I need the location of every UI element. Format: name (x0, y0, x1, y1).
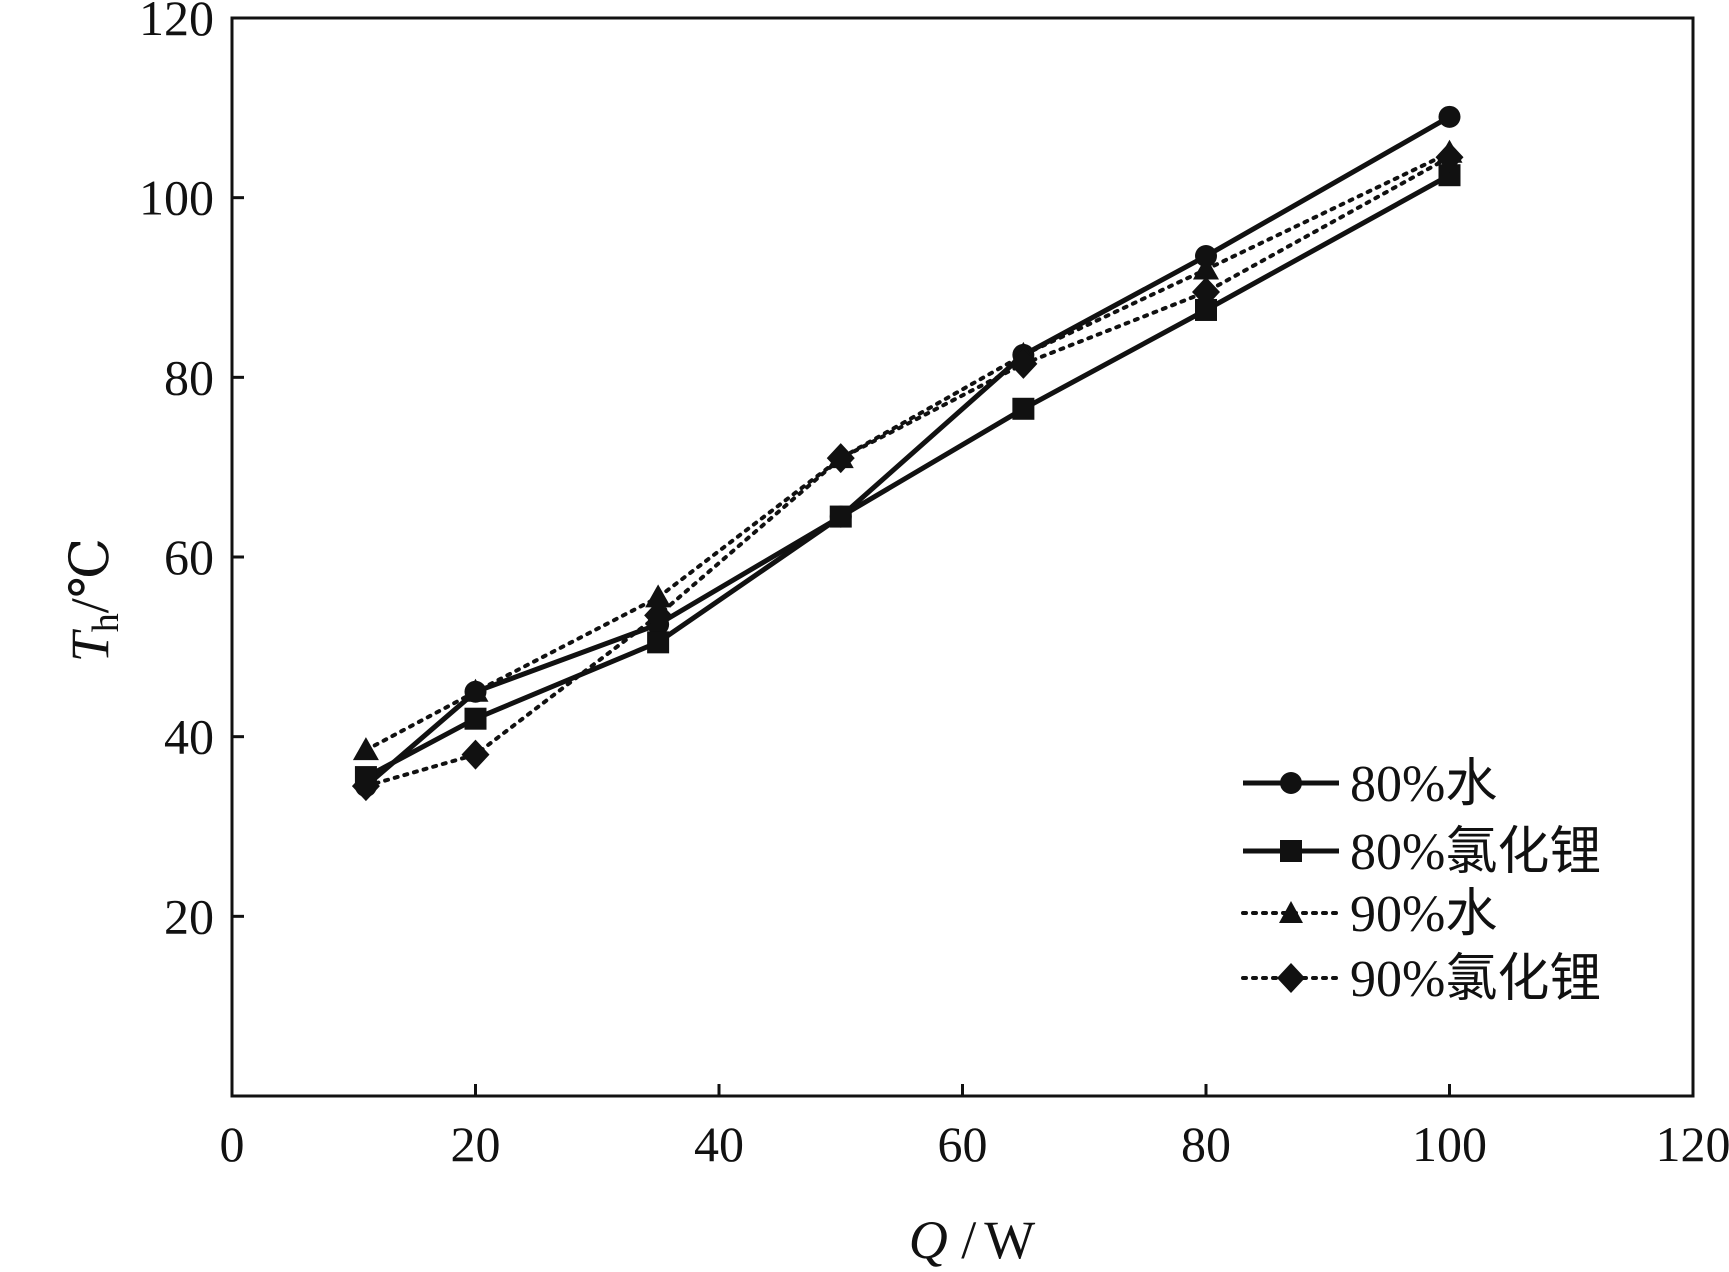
series-2 (354, 164, 1461, 789)
x-tick-label: 40 (694, 1116, 744, 1172)
data-point-circle (1438, 105, 1461, 128)
data-point-diamond (644, 600, 673, 631)
y-axis-variable: T (60, 628, 120, 662)
data-point-triangle (352, 737, 379, 761)
legend-label: 80%水 (1350, 756, 1497, 813)
data-point-square (1438, 164, 1461, 187)
legend-item-90-licl: 90%氯化锂 (1241, 951, 1601, 1008)
legend-item-90-water: 90%水 (1241, 886, 1497, 943)
data-point-square (1195, 298, 1217, 321)
x-tick-label: 80 (1181, 1116, 1231, 1172)
series-layer (351, 105, 1464, 802)
y-tick-label: 60 (164, 529, 214, 585)
series-line (363, 155, 1452, 789)
data-point-diamond (1009, 348, 1038, 379)
x-axis: 0 20 40 60 80 100 120 (220, 1084, 1729, 1172)
y-tick-label: 20 (164, 888, 214, 944)
data-point-triangle (645, 584, 672, 608)
series-line (363, 150, 1452, 753)
x-tick-label: 0 (220, 1116, 245, 1172)
x-axis-variable: Q (909, 1210, 948, 1270)
legend-item-80-water: 80%水 (1243, 756, 1497, 813)
y-axis: 20 40 60 80 100 120 (139, 0, 244, 944)
y-axis-unit: /℃ (60, 538, 120, 613)
y-axis-title: Th/℃ (60, 538, 127, 662)
legend-label: 80%氯化锂 (1350, 824, 1601, 881)
data-point-triangle (462, 678, 489, 702)
series-3 (352, 139, 1463, 761)
y-tick-label: 40 (164, 709, 214, 765)
y-axis-subscript: h (85, 613, 127, 632)
x-tick-label: 60 (938, 1116, 988, 1172)
legend-label: 90%水 (1350, 886, 1497, 943)
legend-item-80-licl: 80%氯化锂 (1243, 824, 1601, 881)
data-point-circle (1195, 245, 1217, 268)
series-4 (351, 142, 1464, 802)
series-line (364, 173, 1451, 780)
legend-diamond-marker (1277, 963, 1305, 993)
y-tick-label: 120 (139, 0, 214, 46)
data-point-diamond (826, 443, 855, 474)
x-axis-title: Q / W (909, 1210, 1036, 1270)
data-point-diamond (1435, 142, 1464, 173)
data-point-square (647, 631, 670, 654)
data-point-diamond (1192, 276, 1220, 307)
x-axis-separator: / (948, 1210, 977, 1270)
x-tick-label: 120 (1656, 1116, 1729, 1172)
data-point-square (829, 505, 852, 528)
series-1 (354, 105, 1461, 798)
x-tick-label: 100 (1412, 1116, 1487, 1172)
legend: 80%水 80%氯化锂 90%水 90%氯化锂 (1241, 756, 1601, 1008)
legend-circle-marker (1280, 772, 1302, 794)
data-point-diamond (461, 739, 490, 770)
data-point-triangle (1193, 256, 1219, 280)
data-point-square (464, 707, 487, 730)
x-tick-label: 20 (451, 1116, 501, 1172)
legend-triangle-marker (1279, 901, 1303, 923)
y-tick-label: 80 (164, 349, 214, 405)
data-point-diamond (351, 771, 380, 802)
data-point-square (1012, 397, 1035, 420)
x-axis-unit: W (984, 1210, 1035, 1270)
series-line (364, 114, 1451, 788)
legend-label: 90%氯化锂 (1350, 951, 1601, 1008)
legend-square-marker (1280, 840, 1302, 862)
y-tick-label: 100 (139, 170, 214, 226)
